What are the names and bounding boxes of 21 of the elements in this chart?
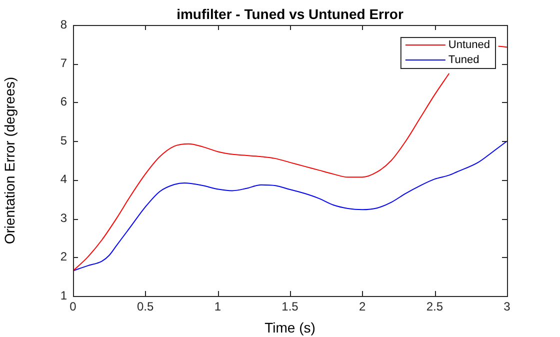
y-tick-label: 4 xyxy=(60,172,68,186)
legend-label: Untuned xyxy=(448,39,490,52)
x-tick-label: 3 xyxy=(504,300,511,314)
chart-title: imufilter - Tuned vs Untuned Error xyxy=(176,6,404,22)
line-series xyxy=(73,140,507,272)
x-tick-label: 1.5 xyxy=(282,300,299,314)
y-tick-label: 3 xyxy=(60,210,68,225)
y-tick-label: 2 xyxy=(60,250,68,264)
y-tick-label: 6 xyxy=(60,94,68,109)
y-tick-label: 5 xyxy=(60,133,68,148)
x-tick-label: 2.5 xyxy=(426,300,444,314)
y-tick-label: 8 xyxy=(60,17,68,32)
y-tick-label: 1 xyxy=(60,288,68,302)
y-tick-label: 7 xyxy=(60,56,68,70)
x-axis-title: Time (s) xyxy=(264,319,316,336)
x-tick-label: 0 xyxy=(70,300,77,314)
x-tick-label: 0.5 xyxy=(136,300,154,314)
y-axis-title: Orientation Error (degrees) xyxy=(1,76,18,244)
x-tick-label: 1 xyxy=(214,300,222,314)
x-tick-label: 2 xyxy=(358,300,366,314)
legend-label: Tuned xyxy=(448,54,480,66)
